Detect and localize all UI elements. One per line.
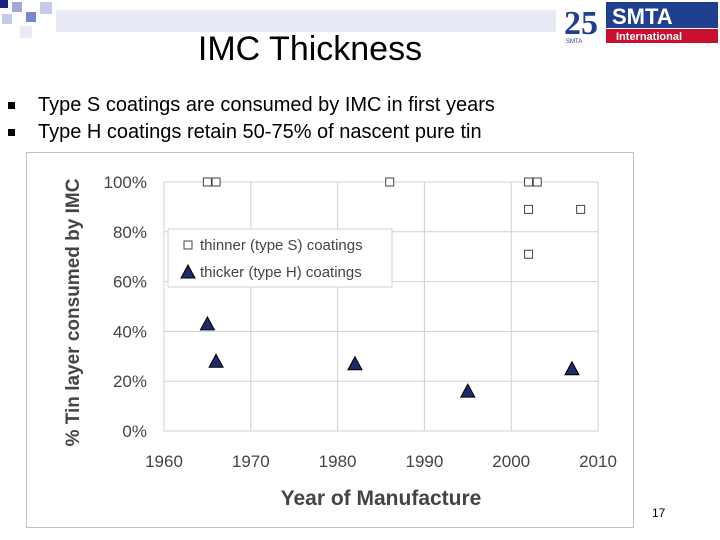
type-s-point: [576, 204, 586, 214]
type-h-point: [459, 383, 476, 398]
x-tick-label: 2000: [492, 452, 530, 471]
bullet-square-icon: [8, 102, 15, 109]
type-h-point: [564, 360, 580, 376]
legend-label: thicker (type H) coatings: [200, 264, 362, 281]
y-tick-label: 0%: [122, 422, 147, 441]
x-tick-label: 1970: [232, 452, 270, 471]
type-h-point: [199, 315, 216, 331]
grid: [163, 181, 599, 432]
logo-anniversary-sub: SMTA: [566, 39, 582, 45]
type-s-point: [524, 177, 534, 187]
y-axis-label: % Tin layer consumed by IMC: [63, 178, 84, 446]
x-tick-label: 1980: [319, 452, 357, 471]
bullet-square-icon: [8, 129, 15, 136]
y-tick-label: 60%: [113, 273, 147, 292]
data-points: [199, 177, 586, 398]
top-decoration: [0, 0, 556, 38]
logo-anniversary: 25: [564, 5, 598, 42]
bullet-text: Type H coatings retain 50-75% of nascent…: [38, 121, 482, 143]
type-s-point: [385, 177, 395, 187]
type-h-point: [347, 355, 363, 371]
type-s-point: [211, 177, 221, 187]
type-h-point: [208, 353, 224, 368]
type-s-point: [532, 177, 542, 187]
smta-logo: 25 SMTA SMTA International: [564, 2, 718, 45]
legend-square-icon: [183, 240, 193, 250]
y-tick-label: 100%: [104, 173, 147, 192]
bullet-text: Type S coatings are consumed by IMC in f…: [38, 94, 495, 116]
x-axis-label: Year of Manufacture: [281, 487, 482, 510]
legend-label: thinner (type S) coatings: [200, 237, 363, 254]
type-s-point: [202, 177, 212, 187]
slide-title: IMC Thickness: [197, 30, 423, 68]
x-tick-label: 1960: [145, 452, 183, 471]
type-s-point: [524, 249, 534, 259]
legend: thinner (type S) coatings thicker (type H…: [167, 228, 393, 288]
logo-brand: SMTA: [612, 4, 673, 29]
bullet-list: Type S coatings are consumed by IMC in f…: [8, 92, 495, 146]
page-number: 17: [652, 506, 666, 520]
chart-frame: 1960 1970 1980 1990 2000 2010 0% 20% 40% 60% 80% 10…: [26, 152, 634, 528]
type-s-point: [524, 204, 534, 214]
y-tick-label: 20%: [113, 372, 147, 391]
logo-brand-sub: International: [616, 31, 682, 43]
x-tick-label: 2010: [579, 452, 617, 471]
y-tick-label: 80%: [113, 223, 147, 242]
plot-area: [163, 181, 599, 432]
legend-triangle-icon: [180, 263, 196, 279]
x-tick-label: 1990: [405, 452, 443, 471]
bullet-item: Type H coatings retain 50-75% of nascent…: [8, 119, 495, 146]
legend-box: [167, 228, 393, 288]
tick-labels: 1960 1970 1980 1990 2000 2010 0% 20% 40% 60% 80% 10…: [104, 173, 617, 471]
y-tick-label: 40%: [113, 322, 147, 341]
bullet-item: Type S coatings are consumed by IMC in f…: [8, 92, 495, 119]
scatter-chart: 1960 1970 1980 1990 2000 2010 0% 20% 40% 60% 80% 10…: [63, 173, 617, 510]
